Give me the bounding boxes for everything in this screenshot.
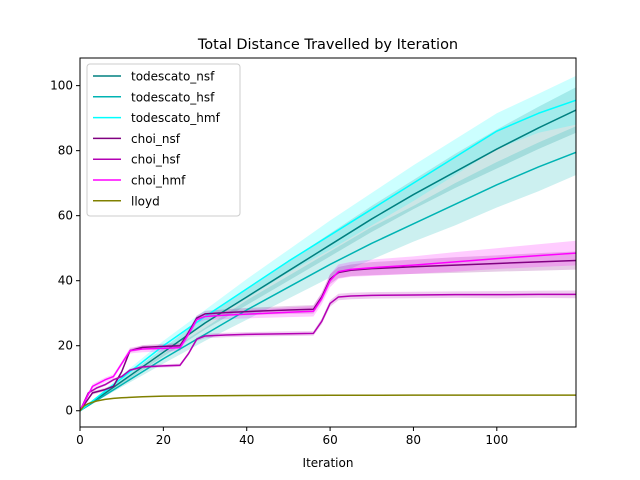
y-tick-label: 60 bbox=[58, 209, 73, 223]
y-tick-label: 20 bbox=[58, 339, 73, 353]
series-line-choi-nsf bbox=[80, 259, 576, 412]
series-line-todescato-hsf bbox=[80, 151, 576, 412]
x-tick-label: 40 bbox=[239, 433, 254, 447]
x-tick-label: 80 bbox=[406, 433, 421, 447]
x-axis-label: Iteration bbox=[303, 456, 354, 470]
band-todescato-hsf bbox=[80, 126, 576, 411]
y-tick-label: 100 bbox=[50, 79, 73, 93]
band-choi-hmf bbox=[80, 240, 576, 411]
x-tick-label: 0 bbox=[76, 433, 84, 447]
y-tick-label: 0 bbox=[65, 404, 73, 418]
legend: todescato_nsf todescato_hsf todescato_hmfc… bbox=[86, 63, 241, 217]
line-group bbox=[80, 99, 576, 412]
x-tick-label: 20 bbox=[156, 433, 171, 447]
axes-frame bbox=[79, 57, 577, 428]
series-line-todescato-nsf bbox=[80, 109, 576, 412]
x-tick-label: 60 bbox=[322, 433, 337, 447]
series-line-choi-hsf bbox=[80, 293, 576, 412]
series-line-lloyd bbox=[80, 394, 576, 412]
band-todescato-nsf bbox=[80, 87, 576, 411]
legend-box bbox=[86, 63, 241, 217]
legend-label-todescato-hsf: todescato_hsf bbox=[131, 90, 215, 104]
series-line-choi-hmf bbox=[80, 252, 576, 412]
legend-label-choi-hsf: choi_hsf bbox=[131, 153, 181, 167]
legend-label-choi-hmf: choi_hmf bbox=[131, 174, 186, 188]
y-tick-label: 80 bbox=[58, 144, 73, 158]
x-tick-label: 100 bbox=[485, 433, 508, 447]
legend-label-todescato-nsf: todescato_nsf bbox=[131, 70, 215, 84]
y-tick-label: 40 bbox=[58, 274, 73, 288]
plot-area: 0 20 40 60 80 100020406080100todescato_nsftod… bbox=[50, 57, 577, 447]
legend-label-choi-nsf: choi_nsf bbox=[131, 132, 181, 146]
legend-label-lloyd: lloyd bbox=[131, 194, 160, 208]
chart-title: Total Distance Travelled by Iteration bbox=[197, 37, 458, 53]
legend-label-todescato-hmf: todescato_hmf bbox=[131, 111, 221, 125]
